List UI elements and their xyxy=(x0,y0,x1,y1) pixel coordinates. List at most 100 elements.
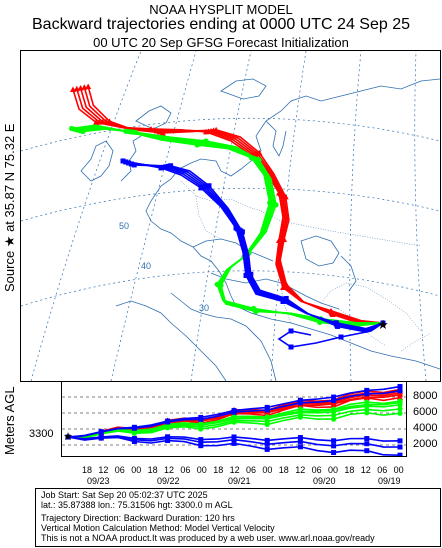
blue-trajectory-marker xyxy=(288,344,294,350)
height-sq-marker xyxy=(198,437,204,443)
direction-line: Trajectory Direction: Backward Duration:… xyxy=(41,513,235,523)
date-label: 09/20 xyxy=(313,476,336,486)
height-profile-panel: ★ xyxy=(61,381,407,458)
height-circ-marker xyxy=(131,430,137,436)
job-start-line: Job Start: Sat Sep 20 05:02:37 UTC 2025 xyxy=(41,490,208,500)
height-circ-marker xyxy=(397,402,403,408)
trajectory-title: Backward trajectories ending at 0000 UTC… xyxy=(32,16,410,33)
coastlines xyxy=(80,78,441,382)
hour-tick: 18 xyxy=(82,465,93,475)
red-trajectory-marker xyxy=(256,149,263,156)
height-sq-marker xyxy=(297,435,303,441)
height-canvas: ★ xyxy=(62,384,406,458)
hour-tick: 00 xyxy=(262,465,273,475)
height-sq-marker xyxy=(331,443,337,449)
source-label: Source ★ at 35.87 N 75.32 E xyxy=(2,123,17,292)
height-circ-marker xyxy=(198,421,204,427)
start-height-label: 3300 xyxy=(29,428,54,440)
height-sq-marker xyxy=(364,441,370,447)
height-sq-marker xyxy=(397,452,403,458)
hour-tick: 12 xyxy=(360,465,371,475)
height-circ-marker xyxy=(397,410,403,416)
height-circ-marker xyxy=(264,414,270,420)
blue-trajectory-marker xyxy=(120,158,126,164)
green-trajectory-marker xyxy=(214,281,220,287)
height-sq-marker xyxy=(331,438,337,444)
height-sq-marker xyxy=(98,429,104,435)
red-trajectory xyxy=(79,87,384,324)
height-axis-label: Meters AGL xyxy=(2,386,17,455)
y-tick-2000: 2000 xyxy=(413,438,438,450)
height-circ-marker xyxy=(264,421,270,427)
height-sq-marker xyxy=(231,409,237,415)
red-trajectory-marker xyxy=(282,193,289,200)
height-circ-marker xyxy=(165,425,171,431)
source-star-icon: ★ xyxy=(377,318,389,333)
green-trajectory-marker xyxy=(123,128,129,134)
blue-trajectory-marker xyxy=(380,320,386,326)
hour-tick: 06 xyxy=(114,465,125,475)
blue-trajectory-marker xyxy=(128,161,134,167)
hour-tick: 18 xyxy=(147,465,158,475)
height-sq-marker xyxy=(231,437,237,443)
height-sq-marker xyxy=(264,446,270,452)
job-info-box: Job Start: Sat Sep 20 05:02:37 UTC 2025 … xyxy=(35,488,441,547)
red-trajectory-marker xyxy=(281,236,288,242)
height-sq-marker xyxy=(264,437,270,443)
borders xyxy=(180,180,432,352)
height-sq-marker xyxy=(364,436,370,442)
height-circ-marker xyxy=(331,406,337,412)
height-sq-marker xyxy=(231,434,237,440)
height-sq-marker xyxy=(397,438,403,444)
height-sq-marker xyxy=(364,391,370,397)
red-trajectory-marker xyxy=(283,281,290,287)
hour-tick: 00 xyxy=(131,465,142,475)
hour-tick: 12 xyxy=(98,465,109,475)
blue-trajectory-marker xyxy=(206,183,212,189)
date-label: 09/21 xyxy=(228,476,251,486)
blue-trajectory xyxy=(131,163,384,333)
hour-tick: 00 xyxy=(393,465,404,475)
height-sq-marker xyxy=(65,434,71,440)
blue-trajectory xyxy=(128,162,384,332)
red-trajectory-marker xyxy=(85,83,92,89)
height-circ-marker xyxy=(364,399,370,405)
blue-trajectory-marker xyxy=(131,162,137,168)
hour-tick: 06 xyxy=(246,465,257,475)
forecast-subtitle: 00 UTC 20 Sep GFSG Forecast Initializati… xyxy=(93,35,349,50)
height-trajectory-lines xyxy=(65,384,403,458)
height-circ-marker xyxy=(198,426,204,432)
height-sq-marker xyxy=(297,400,303,406)
green-trajectory-marker xyxy=(248,155,255,161)
hour-tick: 12 xyxy=(229,465,240,475)
height-tri-marker xyxy=(397,394,403,401)
hour-tick: 00 xyxy=(196,465,207,475)
height-sq-marker xyxy=(297,397,303,403)
hour-tick: 18 xyxy=(213,465,224,475)
date-label: 09/22 xyxy=(157,476,180,486)
map-canvas: 50 40 30 xyxy=(20,50,441,382)
height-sq-marker xyxy=(98,435,104,441)
height-sq-marker xyxy=(364,448,370,454)
height-sq-marker xyxy=(131,425,137,431)
blue-trajectory-marker xyxy=(248,271,254,277)
height-circ-marker xyxy=(397,398,403,404)
height-sq-marker xyxy=(297,444,303,450)
height-circ-marker xyxy=(331,412,337,418)
green-trajectory-marker xyxy=(267,200,273,206)
height-sq-marker xyxy=(264,404,270,410)
y-tick-8000: 8000 xyxy=(413,390,438,402)
blue-trajectory-marker xyxy=(126,160,132,166)
y-tick-6000: 6000 xyxy=(413,406,438,418)
hour-tick: 06 xyxy=(180,465,191,475)
blue-trajectory xyxy=(134,164,384,333)
model-title: NOAA HYSPLIT MODEL xyxy=(149,2,293,17)
lat-label-50: 50 xyxy=(119,221,129,231)
red-trajectory-marker xyxy=(159,129,166,136)
height-sq-marker xyxy=(331,398,337,404)
red-trajectory-marker xyxy=(329,311,336,317)
blue-trajectory-marker xyxy=(239,229,245,235)
green-trajectory xyxy=(71,124,384,327)
height-circ-marker xyxy=(364,410,370,416)
hour-tick: 18 xyxy=(344,465,355,475)
